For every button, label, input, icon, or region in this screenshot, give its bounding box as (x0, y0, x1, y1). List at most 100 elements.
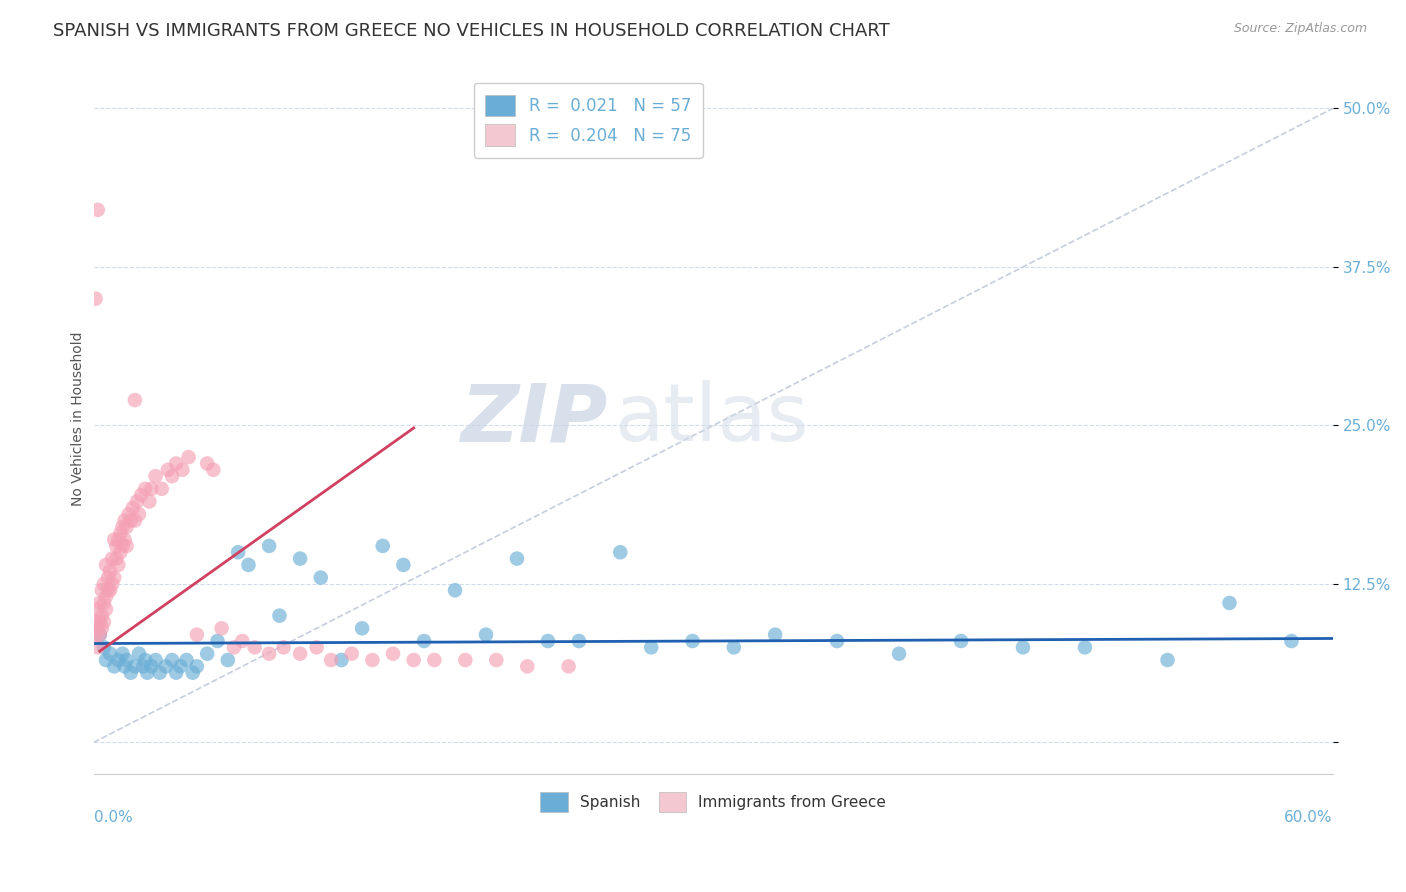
Point (134, 653, 156, 667)
Point (640, 640, 662, 655)
Point (309, 571, 332, 585)
Point (211, 621, 233, 635)
Point (371, 539, 394, 553)
Point (243, 640, 266, 655)
Point (1156, 653, 1178, 667)
Point (160, 469, 183, 483)
Point (273, 640, 295, 655)
Point (118, 507, 141, 521)
Point (340, 647, 363, 661)
Point (125, 494, 148, 508)
Point (516, 659, 538, 673)
Point (305, 640, 328, 655)
Point (257, 647, 280, 661)
Point (207, 634, 229, 648)
Point (825, 634, 848, 648)
Point (402, 653, 425, 667)
Point (181, 665, 204, 680)
Point (93, 615, 115, 629)
Point (269, 608, 291, 623)
Point (950, 634, 973, 648)
Point (150, 482, 173, 496)
Point (226, 545, 249, 559)
Point (444, 583, 467, 598)
Point (557, 659, 579, 673)
Point (89, 628, 111, 642)
Point (115, 653, 138, 667)
Point (121, 500, 143, 515)
Point (485, 653, 508, 667)
Point (138, 494, 160, 508)
Point (202, 463, 225, 477)
Point (413, 634, 436, 648)
Legend: Spanish, Immigrants from Greece: Spanish, Immigrants from Greece (533, 785, 894, 820)
Point (110, 526, 132, 541)
Point (90, 621, 112, 635)
Point (423, 653, 446, 667)
Point (124, 659, 146, 673)
Point (105, 551, 128, 566)
Point (129, 488, 152, 502)
Point (186, 659, 208, 673)
Point (887, 647, 910, 661)
Y-axis label: No Vehicles in Household: No Vehicles in Household (72, 332, 86, 507)
Point (86, 621, 108, 635)
Point (89, 596, 111, 610)
Point (98, 564, 121, 578)
Point (382, 647, 405, 661)
Point (145, 469, 167, 483)
Point (93, 577, 115, 591)
Point (506, 551, 529, 566)
Point (107, 653, 129, 667)
Point (176, 653, 198, 667)
Point (128, 507, 150, 521)
Point (217, 653, 239, 667)
Point (110, 545, 132, 559)
Point (120, 665, 142, 680)
Point (454, 653, 477, 667)
Point (568, 634, 591, 648)
Point (94, 558, 117, 572)
Point (136, 665, 159, 680)
Point (93, 640, 115, 655)
Point (682, 634, 704, 648)
Point (90, 608, 112, 623)
Point (361, 653, 384, 667)
Point (97, 571, 120, 585)
Point (89, 628, 111, 642)
Point (103, 659, 125, 673)
Point (86, 202, 108, 217)
Point (352, 621, 374, 635)
Point (114, 514, 136, 528)
Point (124, 393, 146, 408)
Point (222, 640, 245, 655)
Point (609, 545, 631, 559)
Point (111, 520, 134, 534)
Point (392, 558, 415, 572)
Text: 60.0%: 60.0% (1284, 810, 1333, 824)
Point (186, 628, 208, 642)
Point (98, 583, 121, 598)
Point (238, 558, 260, 572)
Point (155, 659, 177, 673)
Point (115, 520, 138, 534)
Text: SPANISH VS IMMIGRANTS FROM GREECE NO VEHICLES IN HOUSEHOLD CORRELATION CHART: SPANISH VS IMMIGRANTS FROM GREECE NO VEH… (53, 22, 890, 40)
Point (111, 647, 134, 661)
Point (195, 457, 218, 471)
Point (288, 551, 311, 566)
Point (101, 577, 124, 591)
Point (86, 640, 108, 655)
Point (84, 628, 107, 642)
Point (723, 640, 745, 655)
Point (114, 533, 136, 547)
Point (165, 457, 187, 471)
Point (172, 463, 194, 477)
Point (107, 533, 129, 547)
Point (1074, 640, 1097, 655)
Point (156, 463, 179, 477)
Point (115, 539, 138, 553)
Point (195, 647, 218, 661)
Point (97, 583, 120, 598)
Point (105, 539, 128, 553)
Text: atlas: atlas (614, 380, 808, 458)
